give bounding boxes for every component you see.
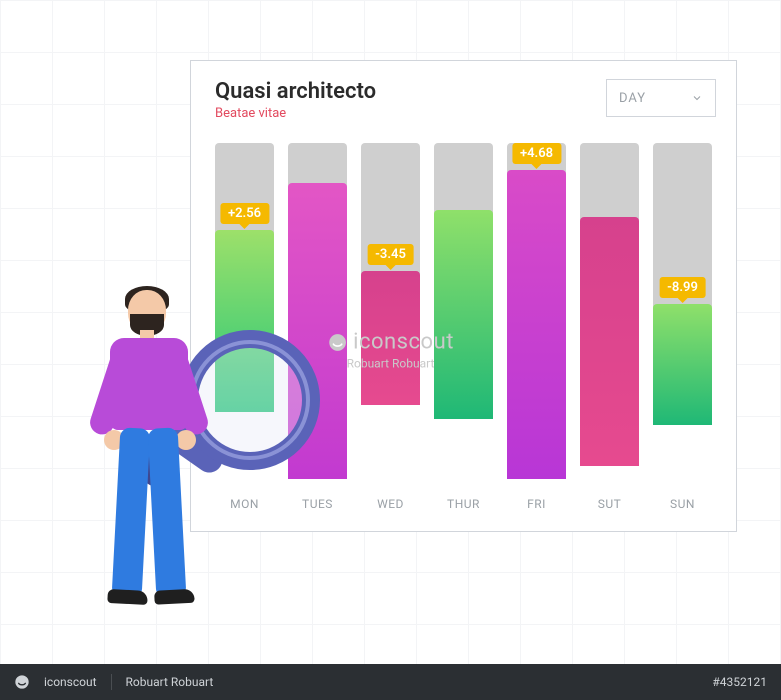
x-label: WED	[361, 497, 420, 511]
bar-value-tag: +4.68	[512, 143, 561, 164]
card-subtitle: Beatae vitae	[215, 106, 376, 121]
bar-fill	[434, 210, 493, 418]
bar-fill	[361, 271, 420, 405]
x-label: FRI	[507, 497, 566, 511]
bar-value-tag: +2.56	[220, 203, 269, 224]
bar-wed: -3.45	[361, 143, 420, 479]
bar-track	[580, 143, 639, 466]
iconscout-logo-icon	[14, 674, 30, 690]
x-label: SUT	[580, 497, 639, 511]
bar-thur	[434, 143, 493, 479]
bar-fill	[507, 170, 566, 479]
person-illustration	[70, 290, 240, 620]
footer-id: #4352121	[712, 675, 767, 689]
bar-track	[434, 143, 493, 419]
bar-value-tag: -8.99	[659, 277, 706, 298]
footer-author[interactable]: Robuart Robuart	[126, 675, 214, 689]
bar-sut	[580, 143, 639, 479]
chevron-down-icon	[691, 92, 703, 104]
bar-value-tag: -3.45	[367, 244, 414, 265]
footer-brand[interactable]: iconscout	[44, 675, 97, 689]
x-label: SUN	[653, 497, 712, 511]
bar-sun: -8.99	[653, 143, 712, 479]
card-title: Quasi architecto	[215, 79, 376, 104]
bar-track: -3.45	[361, 143, 420, 405]
footer-bar: iconscout Robuart Robuart #4352121	[0, 664, 781, 700]
footer-divider	[111, 674, 112, 690]
bar-track: -8.99	[653, 143, 712, 425]
x-label: THUR	[434, 497, 493, 511]
bar-fill	[580, 217, 639, 466]
period-selector[interactable]: DAY	[606, 79, 716, 117]
bar-fill	[653, 304, 712, 425]
bar-fri: +4.68	[507, 143, 566, 479]
period-selector-label: DAY	[619, 91, 646, 106]
bar-track: +4.68	[507, 143, 566, 479]
